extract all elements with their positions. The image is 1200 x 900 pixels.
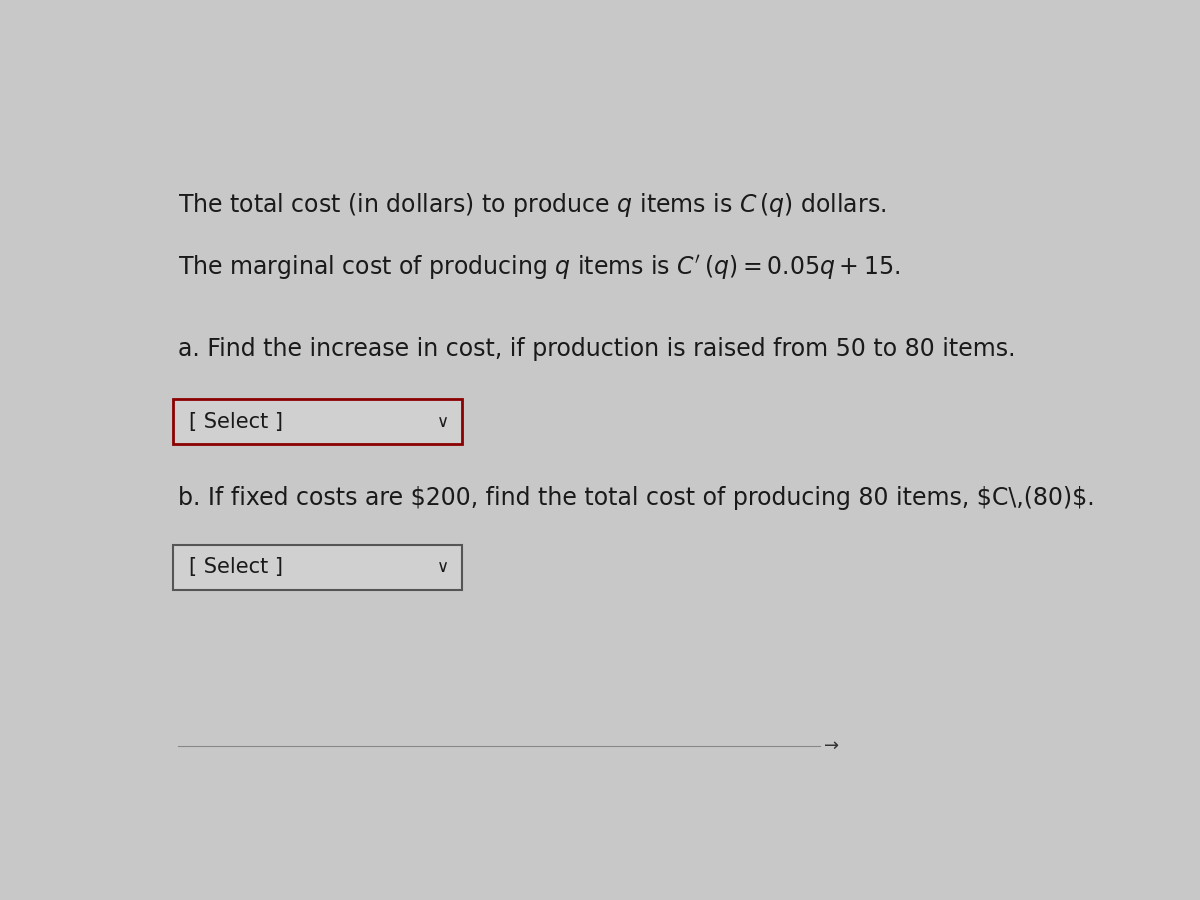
Text: The total cost (in dollars) to produce $q$ items is $C\,(q)$ dollars.: The total cost (in dollars) to produce $… [178,191,886,220]
Text: The marginal cost of producing $q$ items is $C'\,(q) = 0.05q + 15$.: The marginal cost of producing $q$ items… [178,254,900,282]
Text: ∨: ∨ [437,558,449,576]
FancyBboxPatch shape [173,399,462,444]
Text: ∨: ∨ [437,412,449,430]
Text: [ Select ]: [ Select ] [190,411,283,432]
Text: [ Select ]: [ Select ] [190,557,283,577]
Text: →: → [824,736,839,754]
FancyBboxPatch shape [173,544,462,590]
Text: a. Find the increase in cost, if production is raised from 50 to 80 items.: a. Find the increase in cost, if product… [178,337,1015,361]
Text: b. If fixed costs are $200, find the total cost of producing 80 items, $C\,(80)$: b. If fixed costs are $200, find the tot… [178,486,1094,509]
